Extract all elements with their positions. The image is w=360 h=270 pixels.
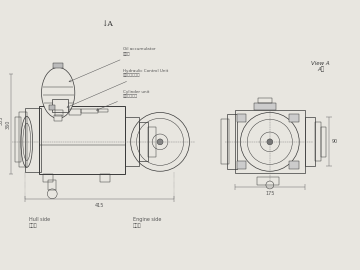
- Bar: [100, 174, 110, 182]
- Bar: [49, 104, 55, 110]
- Bar: [54, 115, 62, 121]
- Text: 90: 90: [332, 139, 338, 144]
- Bar: [55, 110, 63, 116]
- Bar: [139, 122, 148, 161]
- Bar: [257, 177, 279, 185]
- Text: Oil accumulator
蓄能器: Oil accumulator 蓄能器: [69, 48, 156, 82]
- Bar: [69, 109, 81, 115]
- Bar: [289, 114, 299, 122]
- Bar: [227, 114, 237, 169]
- Bar: [254, 103, 276, 110]
- Text: Cylinder unit
缸缸总成单元: Cylinder unit 缸缸总成单元: [96, 90, 149, 110]
- Bar: [321, 127, 326, 157]
- Text: 175: 175: [265, 191, 275, 196]
- Bar: [19, 113, 27, 167]
- Text: Hydraulic Control Unit
液压控制模块化: Hydraulic Control Unit 液压控制模块化: [67, 69, 168, 107]
- Bar: [148, 127, 156, 157]
- Bar: [237, 161, 246, 169]
- Circle shape: [157, 139, 163, 145]
- Bar: [48, 180, 56, 190]
- Bar: [125, 117, 139, 166]
- Text: 360: 360: [5, 120, 10, 129]
- Bar: [25, 107, 41, 172]
- Text: Hull side
船体侧: Hull side 船体侧: [29, 217, 50, 228]
- Bar: [235, 110, 305, 173]
- Text: Engine side
主机侧: Engine side 主机侧: [132, 217, 161, 228]
- Bar: [315, 122, 321, 161]
- Text: ↓A: ↓A: [101, 20, 113, 28]
- Text: 415: 415: [95, 202, 104, 208]
- Bar: [237, 114, 246, 122]
- Bar: [289, 161, 299, 169]
- Bar: [81, 109, 98, 113]
- Bar: [52, 99, 68, 113]
- Bar: [44, 174, 53, 182]
- Bar: [221, 119, 229, 164]
- Ellipse shape: [41, 68, 75, 118]
- Circle shape: [267, 139, 273, 145]
- Bar: [39, 106, 125, 174]
- Bar: [258, 98, 272, 103]
- Text: 305: 305: [0, 116, 3, 125]
- Bar: [305, 117, 315, 166]
- Bar: [53, 63, 63, 68]
- Bar: [15, 117, 21, 163]
- Text: View A
A向: View A A向: [311, 61, 330, 72]
- Bar: [98, 109, 108, 113]
